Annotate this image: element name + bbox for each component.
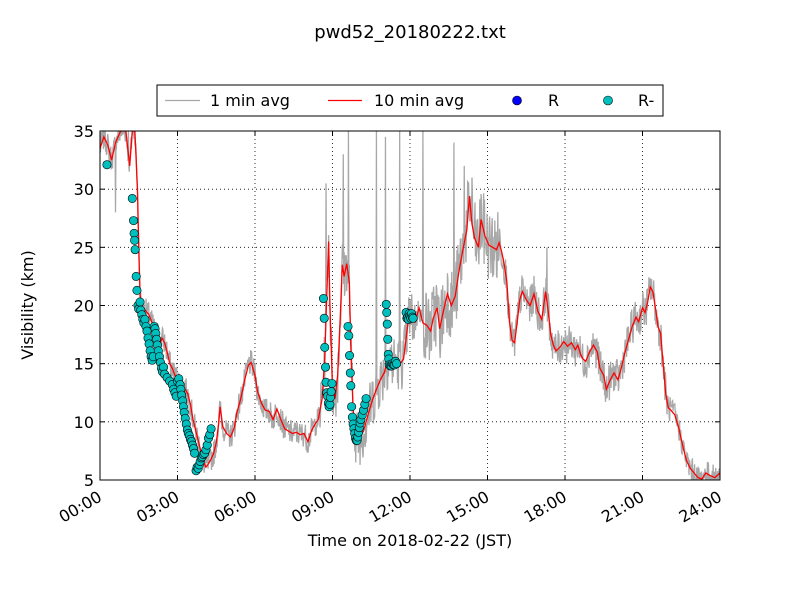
legend-swatch-r-minus [603, 95, 613, 106]
legend-swatch-r [512, 95, 522, 106]
r-minus-marker [206, 424, 216, 434]
r-minus-marker [190, 448, 200, 458]
r-minus-marker [408, 313, 418, 323]
r-minus-marker [102, 160, 112, 170]
r-minus-marker [361, 394, 371, 404]
r-minus-marker [127, 193, 137, 203]
r-minus-marker [129, 216, 139, 226]
r-minus-marker [135, 297, 145, 307]
r-minus-marker [130, 235, 140, 245]
r-minus-marker [345, 368, 355, 378]
legend-label-r-minus: R- [638, 91, 654, 110]
x-axis-label: Time on 2018-02-22 (JST) [307, 531, 512, 550]
axis-ticks [99, 130, 721, 481]
r-minus-marker [346, 381, 356, 391]
r-minus-marker [131, 271, 141, 281]
legend-label-r: R [548, 91, 559, 110]
r-minus-marker [319, 313, 329, 323]
r-minus-marker [320, 342, 330, 352]
r-minus-marker [345, 351, 355, 361]
legend-label-10-min-avg: 10 min avg [374, 91, 464, 110]
y-tick-label: 25 [74, 238, 94, 257]
r-minus-marker [392, 359, 402, 369]
y-tick-label: 30 [74, 180, 94, 199]
r-minus-marker [132, 285, 142, 295]
r-minus-marker [381, 299, 391, 309]
y-axis-label: Visibility (km) [18, 250, 37, 359]
y-tick-label: 5 [84, 471, 94, 490]
r-minus-marker [347, 402, 357, 412]
r-minus-marker [382, 319, 392, 329]
legend: 1 min avg 10 min avg R R- [156, 84, 664, 117]
y-tick-label: 35 [74, 122, 94, 141]
r-minus-marker [326, 387, 336, 397]
r-minus-marker [382, 307, 392, 317]
legend-label-1-min-avg: 1 min avg [210, 91, 290, 110]
r-minus-marker [130, 245, 140, 255]
r-minus-marker [383, 334, 393, 344]
r-minus-marker [344, 331, 354, 341]
r-minus-marker [327, 378, 337, 388]
r-minus-marker [343, 321, 353, 331]
r-minus-marker [318, 294, 328, 304]
y-tick-label: 10 [74, 413, 94, 432]
plot-area [100, 131, 720, 480]
series-markers-r-minus [102, 160, 418, 476]
chart-title: pwd52_20180222.txt [314, 22, 506, 43]
y-axis-tick-labels: 5 10 15 20 25 30 35 [74, 122, 94, 490]
legend-box [156, 84, 664, 117]
y-tick-label: 20 [74, 297, 94, 316]
y-tick-label: 15 [74, 355, 94, 374]
r-minus-marker [321, 362, 331, 372]
